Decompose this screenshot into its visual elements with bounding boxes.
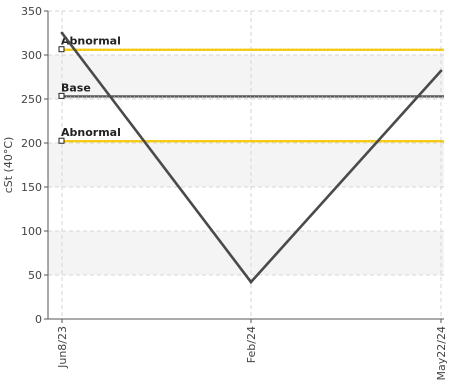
- axes: [44, 10, 444, 323]
- x-tick-label: May22/24: [435, 326, 448, 380]
- y-tick-label: 50: [28, 269, 42, 282]
- plot-band: [48, 231, 444, 275]
- reference-label: Base: [61, 81, 91, 94]
- reference-marker: [58, 92, 65, 99]
- reference-marker: [58, 46, 65, 53]
- plot-bands: [48, 55, 444, 275]
- reference-marker: [58, 137, 65, 144]
- y-tick-label: 250: [21, 93, 42, 106]
- data-point: [60, 31, 64, 35]
- x-tick-label: Feb/24: [245, 326, 258, 363]
- y-tick-label: 100: [21, 225, 42, 238]
- y-tick-label: 0: [35, 313, 42, 326]
- axis-labels: 0 50 100 150 200 250 300 350 Jun8/23 Feb/24 May22/…: [2, 5, 448, 380]
- y-tick-label: 350: [21, 5, 42, 18]
- plot-band: [48, 143, 444, 187]
- data-series: [60, 31, 443, 285]
- reference-label: Abnormal: [61, 126, 121, 139]
- y-tick-label: 150: [21, 181, 42, 194]
- data-point: [249, 280, 253, 284]
- reference-label: Abnormal: [61, 35, 121, 48]
- grid-lines: [48, 10, 444, 319]
- y-tick-label: 200: [21, 137, 42, 150]
- plot-band: [48, 55, 444, 99]
- x-tick-label: Jun8/23: [56, 326, 69, 369]
- reference-lines: Abnormal Base Abnormal: [58, 35, 444, 144]
- y-tick-label: 300: [21, 49, 42, 62]
- data-point: [439, 69, 443, 73]
- y-axis-title: cSt (40°C): [2, 137, 15, 194]
